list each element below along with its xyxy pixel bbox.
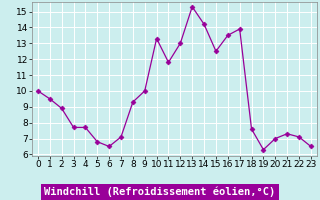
Text: Windchill (Refroidissement éolien,°C): Windchill (Refroidissement éolien,°C): [44, 187, 276, 197]
